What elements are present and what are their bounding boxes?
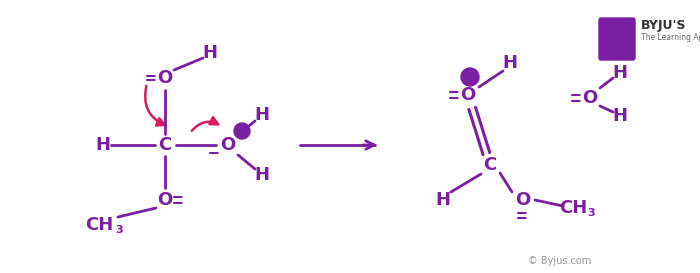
Text: B: B (610, 28, 623, 46)
FancyBboxPatch shape (599, 18, 635, 60)
Text: O: O (582, 89, 598, 107)
Text: C: C (484, 156, 496, 174)
Text: H: H (435, 191, 451, 209)
Text: C: C (158, 136, 172, 154)
Text: H: H (95, 136, 111, 154)
Text: 3: 3 (115, 225, 122, 235)
Text: O: O (158, 69, 173, 87)
Text: H: H (255, 166, 270, 184)
Text: CH: CH (559, 199, 587, 217)
Text: BYJU'S: BYJU'S (641, 19, 687, 32)
Circle shape (461, 68, 479, 86)
Text: H: H (202, 44, 218, 62)
Text: H: H (255, 106, 270, 124)
Text: 3: 3 (587, 208, 595, 218)
Text: CH: CH (85, 216, 113, 234)
Text: H: H (612, 64, 627, 82)
Text: +: + (466, 72, 475, 82)
Text: O: O (158, 191, 173, 209)
Text: H: H (612, 107, 627, 125)
Text: +: + (237, 126, 246, 136)
Text: O: O (461, 86, 475, 104)
Text: © Byjus.com: © Byjus.com (528, 256, 592, 266)
Text: The Learning App: The Learning App (641, 34, 700, 43)
Circle shape (234, 123, 250, 139)
Text: H: H (503, 54, 517, 72)
FancyArrowPatch shape (145, 86, 164, 125)
Text: O: O (515, 191, 531, 209)
Text: O: O (220, 136, 236, 154)
FancyArrowPatch shape (192, 117, 218, 131)
